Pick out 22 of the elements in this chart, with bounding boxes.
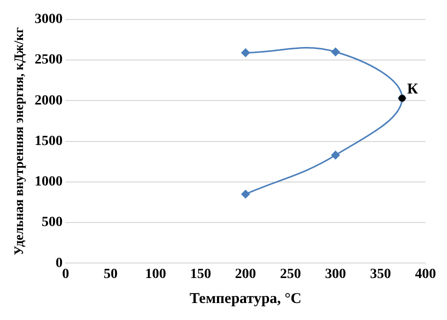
x-tick-label: 100	[145, 267, 166, 282]
x-axis-title: Температура, °C	[190, 290, 302, 307]
y-tick-label: 1500	[34, 134, 63, 149]
y-tick-label: 0	[56, 256, 63, 271]
point	[331, 48, 340, 56]
y-tick-label: 2000	[34, 93, 63, 108]
annotation: К	[407, 82, 418, 98]
y-tick-label: 500	[42, 215, 63, 230]
x-tick-label: 200	[235, 267, 256, 282]
y-tick-label: 2500	[34, 52, 63, 68]
x-tick-label: 250	[280, 267, 302, 282]
y-axis-title: Удельная внутренняя энергия, кДж/кг	[11, 27, 26, 256]
x-tick-label: 300	[325, 267, 346, 282]
x-tick-label: 400	[415, 267, 436, 282]
point	[241, 48, 250, 57]
x-tick-label: 50	[104, 267, 118, 282]
x-tick-label: 350	[370, 267, 392, 282]
point	[241, 190, 250, 198]
y-tick-label: 3000	[34, 12, 63, 28]
point	[331, 150, 340, 160]
y-tick-label: 1000	[34, 174, 63, 190]
x-tick-label: 150	[190, 267, 212, 282]
